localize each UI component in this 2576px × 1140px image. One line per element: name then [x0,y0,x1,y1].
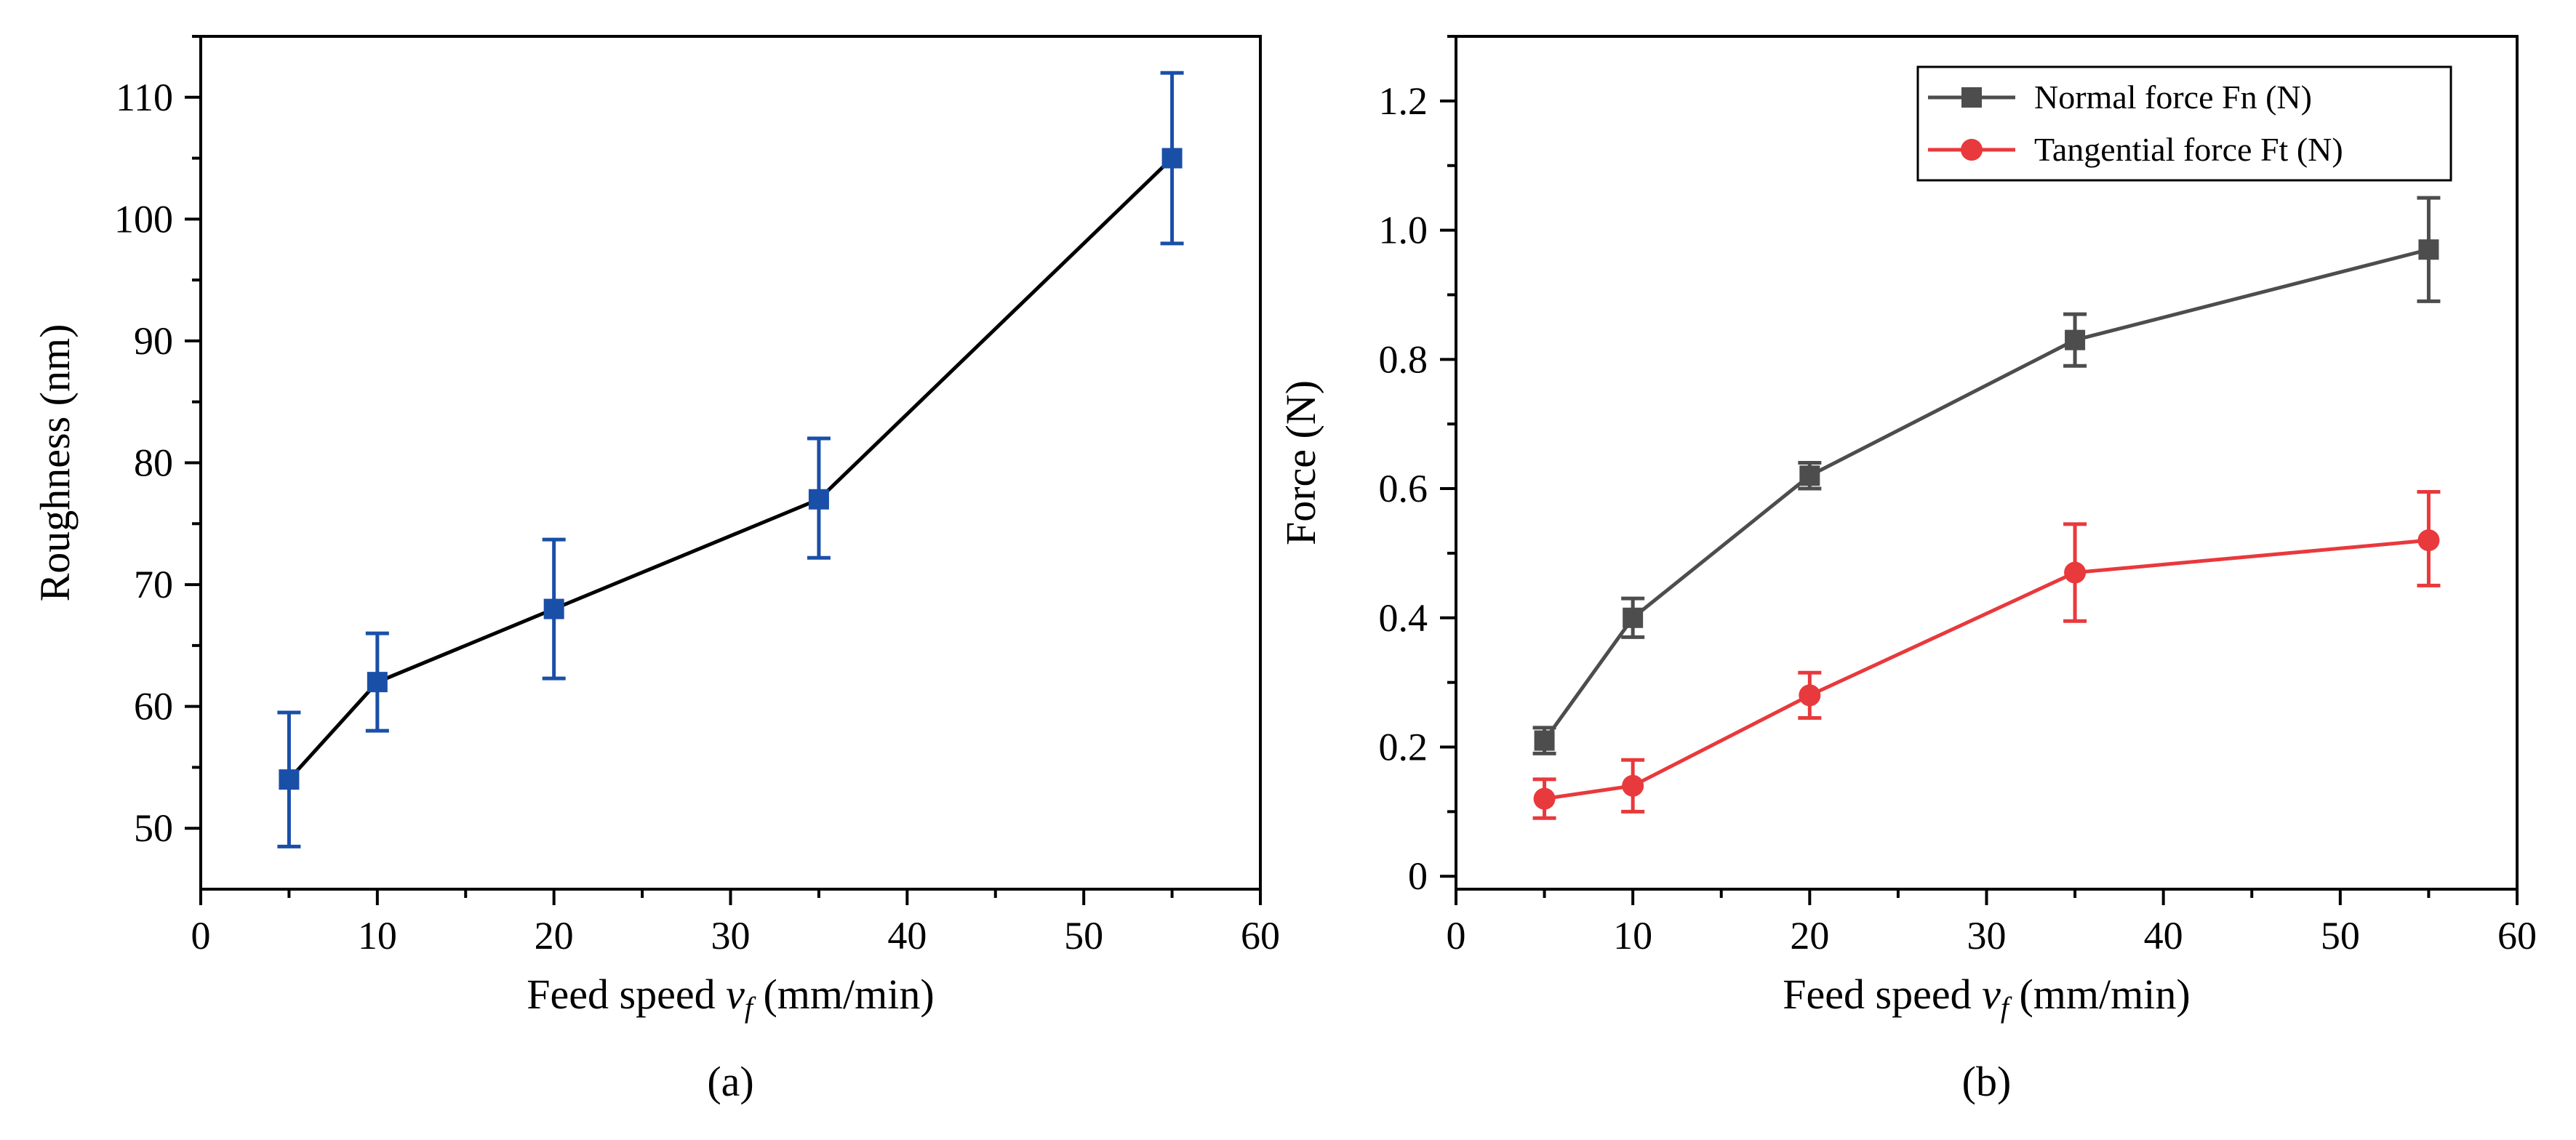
y-tick-label: 60 [134,685,173,728]
x-axis-label-prefix: Feed speed [527,971,726,1018]
y-tick-label: 110 [116,76,173,119]
x-tick-label: 40 [887,914,927,958]
x-tick-label: 20 [535,914,574,958]
y-tick-label: 1.0 [1379,209,1428,252]
data-point [2418,239,2439,260]
x-tick-label: 30 [1967,914,2007,958]
series-0 [1532,196,2441,755]
data-point [1622,774,1644,797]
x-axis-label-var: v [726,971,745,1018]
data-point [279,769,300,790]
y-axis-label: Roughness (nm) [31,324,79,602]
legend-label: Tangential force Ft (N) [2034,131,2343,168]
x-axis-label-prefix: Feed speed [1783,971,1982,1018]
legend-box [1916,65,2452,182]
legend-marker [1961,139,1983,161]
y-tick-label: 0 [1408,854,1428,898]
y-tick-label: 0.8 [1379,337,1428,381]
x-tick-label: 0 [191,914,211,958]
y-tick-label: 90 [134,319,173,363]
y-tick-label: 70 [134,563,173,606]
y-tick-label: 0.2 [1379,726,1428,769]
x-tick-label: 10 [1613,914,1652,958]
y-tick-label: 0.6 [1379,467,1428,510]
data-point [1799,684,1821,707]
data-point [367,672,388,693]
x-tick-label: 0 [1447,914,1466,958]
x-axis-label: Feed speed vf (mm/min) [527,971,934,1024]
data-point [1623,607,1644,628]
x-axis-label-var: v [1982,971,2001,1018]
legend-marker [1961,87,1982,108]
chart-roughness: 0 10 20 30 40 50 60 50 60 70 80 90 100 110 Roughness (… [31,35,1280,1105]
data-point [1533,787,1556,810]
y-tick-label: 1.2 [1379,79,1428,123]
data-point [808,489,829,510]
y-axis-label: Force (N) [1277,380,1324,545]
x-tick-label: 10 [358,914,397,958]
data-point [2065,329,2086,350]
x-tick-label: 40 [2144,914,2183,958]
data-point [2417,529,2440,552]
x-axis-label-suffix: (mm/min) [2009,971,2191,1018]
x-tick-label: 20 [1790,914,1829,958]
legend-label: Normal force Fn (N) [2034,79,2312,116]
x-axis-label-suffix: (mm/min) [753,971,935,1018]
x-tick-label: 50 [1064,914,1103,958]
data-point [1534,730,1555,751]
y-tick-label: 50 [134,806,173,850]
chart-force: 0 10 20 30 40 50 60 0 0.2 0.4 0.6 0.8 1.0 1.2 Force (N… [1277,35,2537,1105]
series-0 [277,71,1184,848]
data-point [1161,148,1183,169]
data-point [543,598,564,619]
panel-label: (a) [707,1058,753,1105]
x-tick-label: 60 [1241,914,1280,958]
plot-frame [199,35,1262,891]
data-point [2064,561,2087,584]
x-tick-label: 30 [711,914,751,958]
y-tick-label: 0.4 [1379,596,1428,640]
y-tick-label: 80 [134,441,173,485]
legend: Normal force Fn (N) Tangential force Ft (… [1916,65,2452,182]
series-line [287,156,1174,781]
x-tick-label: 60 [2497,914,2537,958]
series-line [1544,538,2429,801]
series-1 [1532,489,2441,820]
x-axis-label: Feed speed vf (mm/min) [1783,971,2190,1024]
data-point [1799,465,1820,486]
x-tick-label: 50 [2321,914,2360,958]
y-tick-label: 100 [114,197,173,241]
panel-label: (b) [1962,1058,2012,1105]
series-line [1543,247,2430,742]
